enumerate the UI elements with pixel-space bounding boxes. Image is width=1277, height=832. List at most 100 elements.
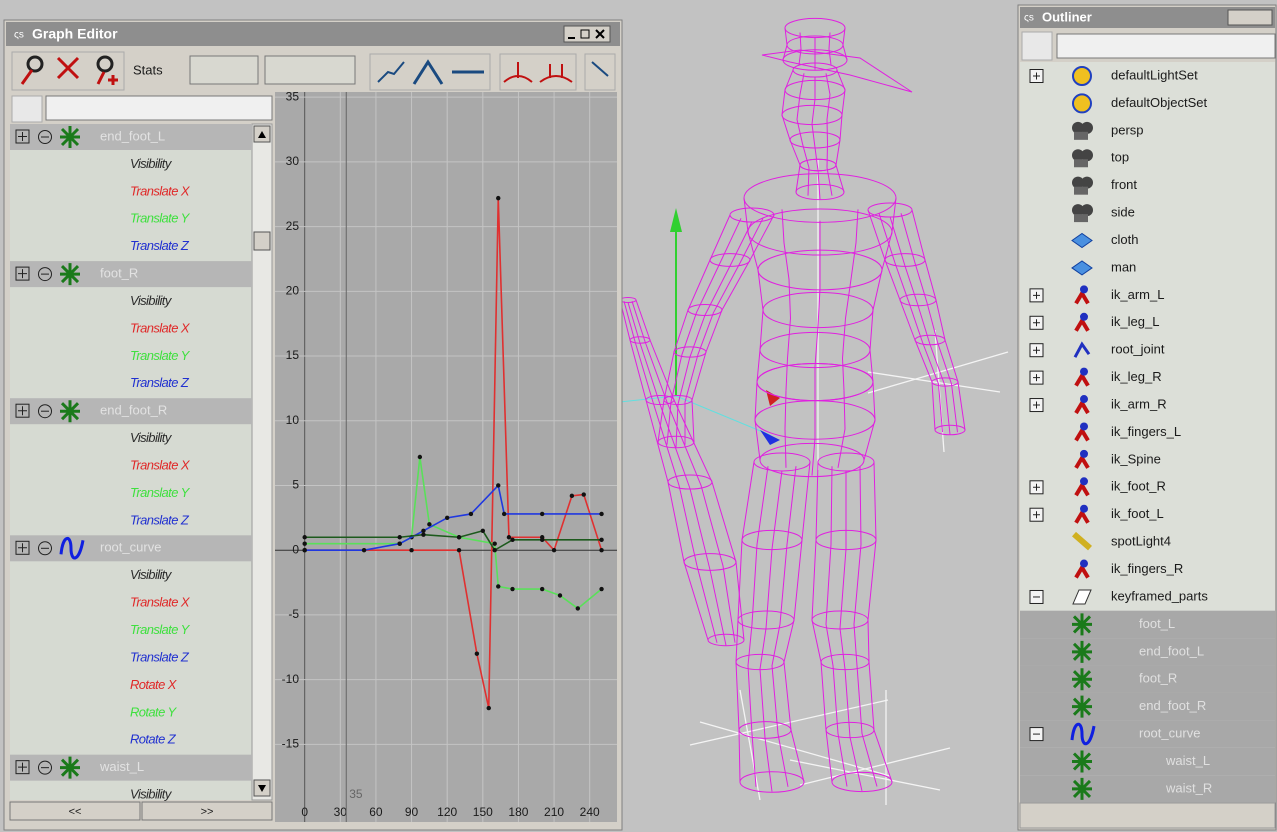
keyframe[interactable] — [427, 522, 432, 527]
keyframe[interactable] — [496, 584, 501, 589]
collapse-circle[interactable] — [38, 541, 52, 556]
outliner-label[interactable]: ik_foot_R — [1111, 479, 1166, 494]
window-controls[interactable] — [1227, 9, 1273, 26]
node-row[interactable] — [10, 124, 252, 150]
keyframe[interactable] — [456, 535, 462, 540]
attribute-label[interactable]: Translate X — [130, 320, 191, 335]
keyframe[interactable] — [302, 535, 307, 540]
expand-box[interactable] — [15, 403, 30, 418]
keyframe[interactable] — [599, 547, 604, 553]
scroll-button[interactable] — [141, 801, 273, 821]
outliner-label[interactable]: ik_arm_R — [1111, 396, 1167, 411]
keyframe[interactable] — [510, 537, 515, 543]
outliner-label[interactable]: spotLight4 — [1111, 534, 1171, 549]
scroll-button-label[interactable]: << — [69, 806, 82, 818]
outliner-label[interactable]: top — [1111, 150, 1129, 165]
keyframe[interactable] — [302, 547, 307, 553]
tangent-icon[interactable] — [377, 61, 405, 83]
attribute-label[interactable]: Rotate Y — [130, 704, 178, 719]
outliner-label[interactable]: man — [1111, 259, 1136, 274]
keyframe[interactable] — [486, 705, 491, 711]
scrollbar[interactable] — [251, 123, 273, 801]
node-row[interactable] — [10, 535, 252, 562]
attribute-label[interactable]: Visibility — [130, 567, 173, 582]
node-row[interactable] — [10, 398, 252, 425]
outliner-label[interactable]: ik_foot_L — [1111, 506, 1164, 521]
attribute-label[interactable]: Translate Z — [130, 238, 190, 253]
collapse-circle[interactable] — [38, 130, 52, 144]
keyframe[interactable] — [468, 511, 474, 517]
attribute-label[interactable]: Translate X — [130, 457, 191, 472]
scroll-button-label[interactable]: >> — [201, 806, 214, 818]
attribute-label[interactable]: Translate Y — [130, 485, 191, 500]
selected-row[interactable] — [1020, 665, 1275, 693]
close[interactable] — [595, 29, 605, 39]
selected-row[interactable] — [1020, 747, 1275, 776]
node-row[interactable] — [10, 754, 252, 781]
keyframe[interactable] — [557, 593, 563, 598]
outliner-label[interactable]: ik_fingers_L — [1111, 424, 1181, 439]
outliner-label[interactable]: root_joint — [1111, 342, 1165, 357]
node-label[interactable]: root_curve — [100, 540, 161, 555]
tool-icon[interactable] — [56, 56, 80, 80]
outliner-label[interactable]: defaultObjectSet — [1111, 95, 1208, 110]
selected-row[interactable] — [1020, 610, 1275, 639]
collapse-circle[interactable] — [38, 760, 52, 775]
keyframe[interactable] — [539, 537, 545, 543]
outliner-label[interactable]: ik_arm_L — [1111, 287, 1164, 302]
keyframe[interactable] — [421, 532, 426, 537]
filter-field[interactable] — [1056, 33, 1276, 59]
attribute-label[interactable]: Visibility — [130, 293, 173, 308]
keyframe[interactable] — [492, 547, 497, 553]
maximize[interactable] — [580, 29, 590, 39]
attribute-label[interactable]: Translate Z — [130, 375, 190, 390]
attribute-label[interactable]: Visibility — [130, 430, 173, 445]
attribute-label[interactable]: Translate Y — [130, 348, 191, 363]
attribute-label[interactable]: Visibility — [130, 156, 173, 171]
keyframe[interactable] — [474, 651, 480, 656]
keyframe[interactable] — [539, 511, 545, 517]
outliner-label[interactable]: waist_R — [1165, 780, 1212, 795]
outliner-label[interactable]: cloth — [1111, 232, 1138, 247]
keyframe[interactable] — [496, 483, 501, 488]
key-icon[interactable] — [503, 62, 533, 83]
outliner-label[interactable]: root_curve — [1139, 726, 1200, 741]
node-row[interactable] — [10, 261, 252, 288]
outliner-label[interactable]: foot_R — [1139, 671, 1177, 686]
tool-icon[interactable] — [96, 55, 114, 73]
outliner-label[interactable]: side — [1111, 205, 1135, 220]
outliner-label[interactable]: front — [1111, 177, 1137, 192]
keyframe[interactable] — [417, 454, 423, 460]
filter-icon[interactable] — [1021, 31, 1053, 61]
keyframe[interactable] — [510, 586, 515, 592]
outliner-label[interactable]: ik_fingers_R — [1111, 561, 1183, 576]
window-controls[interactable] — [563, 25, 611, 43]
collapse-circle[interactable] — [38, 404, 52, 419]
collapse-circle[interactable] — [38, 267, 52, 282]
node-label[interactable]: waist_L — [99, 759, 144, 774]
keyframe[interactable] — [506, 535, 512, 540]
expand-box[interactable] — [15, 760, 30, 775]
keyframe[interactable] — [501, 511, 507, 517]
attribute-label[interactable]: Translate Z — [130, 649, 190, 664]
scroll-thumb[interactable] — [253, 231, 271, 251]
tool-icon[interactable] — [20, 69, 34, 85]
tangent-icon[interactable] — [591, 61, 609, 77]
keyframe[interactable] — [492, 541, 497, 546]
outliner-label[interactable]: persp — [1111, 122, 1144, 137]
stats-field[interactable] — [189, 55, 259, 85]
stats-field[interactable] — [264, 55, 356, 85]
attribute-label[interactable]: Rotate X — [130, 677, 178, 692]
keyframe[interactable] — [569, 493, 575, 499]
window-buttons[interactable] — [563, 25, 611, 43]
outliner-label[interactable]: waist_L — [1165, 753, 1210, 768]
keyframe[interactable] — [444, 515, 450, 521]
keyframe[interactable] — [581, 492, 586, 497]
keyframe[interactable] — [421, 528, 426, 533]
keyframe[interactable] — [397, 541, 402, 546]
attribute-label[interactable]: Translate Y — [130, 211, 191, 226]
outliner-label[interactable]: ik_Spine — [1111, 451, 1161, 466]
outliner-scroll[interactable] — [1019, 802, 1276, 829]
keyframe[interactable] — [599, 586, 604, 592]
filter-field[interactable] — [45, 95, 273, 121]
